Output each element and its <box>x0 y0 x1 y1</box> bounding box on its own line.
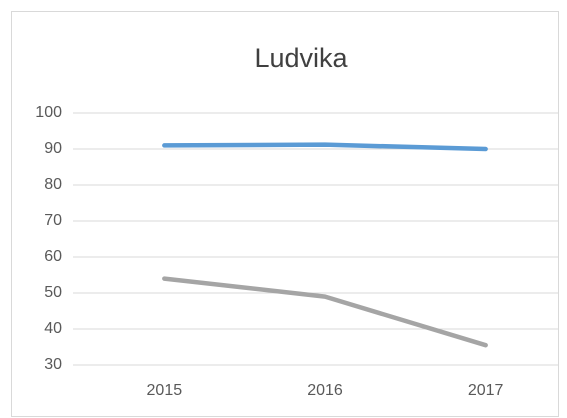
y-tick-label: 30 <box>44 356 62 373</box>
x-tick-label: 2015 <box>147 382 183 399</box>
chart-title: Ludvika <box>254 43 348 73</box>
y-tick-label: 40 <box>44 320 62 337</box>
x-tick-label: 2016 <box>307 382 343 399</box>
y-tick-label: 60 <box>44 248 62 265</box>
y-tick-label: 100 <box>35 104 62 121</box>
series-line <box>162 142 488 152</box>
series-line <box>162 276 488 348</box>
y-tick-label: 70 <box>44 212 62 229</box>
y-tick-label: 50 <box>44 284 62 301</box>
y-tick-label: 80 <box>44 176 62 193</box>
x-tick-label: 2017 <box>468 382 504 399</box>
y-tick-label: 90 <box>44 140 62 157</box>
chart-border <box>11 11 559 417</box>
